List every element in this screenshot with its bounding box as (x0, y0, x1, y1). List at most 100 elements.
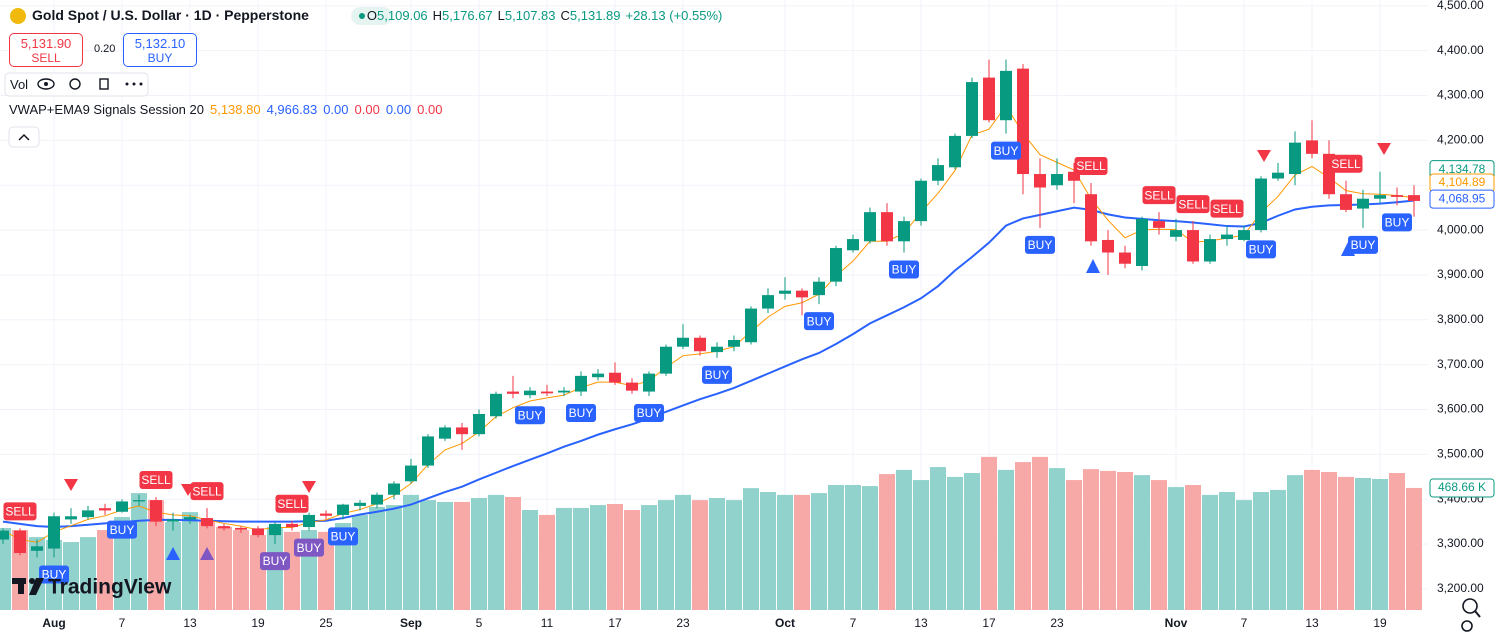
volume-legend-box[interactable] (4, 72, 149, 97)
signal-label: SELL (192, 484, 222, 498)
volume-bar (794, 494, 810, 610)
signal-label-box (566, 404, 596, 423)
status-dot (359, 13, 365, 19)
candle-body (48, 516, 60, 549)
candle-body (150, 500, 162, 522)
signal-label: SELL (141, 473, 171, 487)
signal-label-box (39, 565, 69, 584)
volume-bar (1270, 489, 1286, 610)
more-dot[interactable] (125, 82, 129, 86)
signal-label: BUY (892, 263, 917, 277)
candle-body (31, 546, 43, 551)
volume-bar (1219, 492, 1235, 610)
candle-body (1391, 195, 1403, 197)
ohlc-value: 5,109.06 (377, 7, 428, 23)
buy-button[interactable]: 5,132.10 BUY (123, 33, 197, 67)
volume-bar (1355, 477, 1371, 610)
candle-body (592, 373, 604, 378)
candle-body (779, 290, 791, 294)
volume-bar (947, 476, 963, 610)
y-tick-label: 3,300.00 (1437, 536, 1484, 550)
volume-bar (1066, 480, 1082, 610)
ohlc-value: 5,176.67 (442, 7, 493, 23)
settings-icon[interactable] (69, 78, 81, 90)
candle-body (218, 526, 230, 529)
candle-body (1170, 230, 1182, 237)
x-tick-label: Nov (1165, 616, 1188, 630)
signal-label-box (991, 141, 1021, 160)
x-tick-label: 13 (183, 616, 197, 630)
indicator-value: 5,138.80 (209, 102, 261, 117)
signal-label-box (275, 494, 309, 513)
volume-bar (505, 496, 521, 610)
signal-label-box (1382, 213, 1412, 232)
axis-settings-icon[interactable] (1461, 620, 1473, 632)
candle-body (269, 523, 281, 536)
volume-bar (743, 488, 759, 610)
ohlc-key: O (366, 7, 378, 23)
logo-mark (18, 578, 24, 594)
signal-label-box (3, 502, 37, 521)
candle-body (65, 516, 77, 520)
buy-label: BUY (147, 51, 173, 65)
candle-body (762, 295, 774, 309)
candle-body (830, 248, 842, 282)
signal-label: BUY (42, 568, 67, 582)
symbol-title[interactable]: Gold Spot / U.S. Dollar · 1D · Peppersto… (32, 7, 309, 23)
candle-body (711, 346, 723, 353)
volume-bar (1151, 480, 1167, 610)
candle-body (1306, 140, 1318, 154)
more-dot (132, 82, 136, 86)
volume-bar (1168, 487, 1184, 610)
volume-bar (539, 514, 555, 610)
volume-bar (216, 526, 232, 610)
candle-body (473, 413, 485, 435)
sell-button[interactable]: 5,131.90 SELL (9, 33, 83, 67)
candle-body (745, 308, 757, 343)
eye-pupil (44, 82, 48, 86)
candle-body (1340, 194, 1352, 210)
candle-body (405, 465, 417, 482)
x-tick-label: 25 (319, 616, 333, 630)
volume-bar (1338, 476, 1354, 610)
candle-body (252, 528, 264, 536)
ohlc-key: H (432, 7, 443, 23)
signal-label: BUY (1385, 216, 1410, 230)
y-tick-label: 4,300.00 (1437, 88, 1484, 102)
volume-bar (1185, 485, 1201, 610)
signal-label-box (190, 482, 224, 501)
candle-body (1068, 171, 1080, 181)
ohlc-value: 5,131.89 (569, 7, 621, 23)
y-tick-label: 4,400.00 (1437, 43, 1484, 57)
collapse-button[interactable] (8, 126, 40, 148)
price-change: +28.13 (+0.55%) (625, 7, 723, 23)
candle-body (881, 212, 893, 242)
volume-bar (114, 517, 130, 610)
eye-icon[interactable] (37, 78, 55, 90)
candle-body (490, 393, 502, 417)
volume-bar (658, 500, 674, 610)
delete-icon[interactable] (99, 78, 109, 90)
candle-body (983, 77, 995, 121)
signal-label-box (1142, 186, 1176, 205)
signal-label-box (1329, 154, 1363, 173)
ohlc-key: L (497, 7, 505, 23)
signal-label: SELL (5, 505, 35, 519)
signal-label: SELL (1178, 197, 1208, 211)
signal-label: SELL (1212, 202, 1242, 216)
candle-body (439, 427, 451, 439)
logo-mark (29, 578, 44, 595)
zoom-icon[interactable] (1462, 598, 1478, 614)
y-tick-label: 3,600.00 (1437, 402, 1484, 416)
x-tick-label: 17 (608, 616, 622, 630)
candle-body (932, 165, 944, 181)
candle-body (898, 221, 910, 242)
signal-label: BUY (263, 554, 288, 568)
x-tick-label: 5 (476, 616, 483, 630)
signal-triangle (302, 481, 316, 493)
signal-triangle (64, 479, 78, 491)
y-tick-label: 3,700.00 (1437, 357, 1484, 371)
volume-bar (488, 494, 504, 610)
indicator-name[interactable]: VWAP+EMA9 Signals Session 20 (9, 102, 204, 117)
